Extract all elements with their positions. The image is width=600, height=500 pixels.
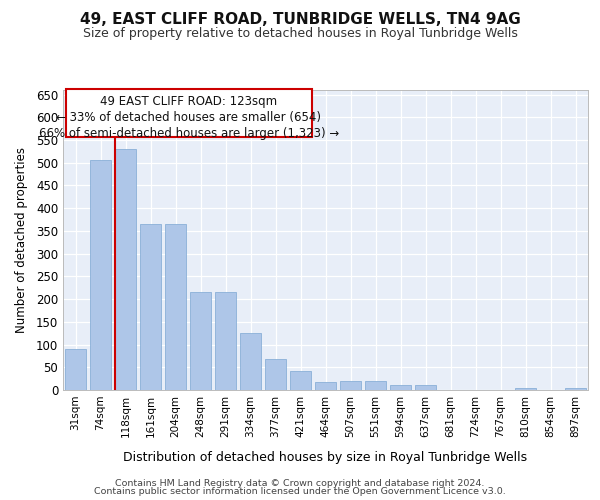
Bar [565, 388, 586, 390]
Y-axis label: Number of detached properties: Number of detached properties [14, 147, 28, 333]
Bar [65, 349, 86, 390]
Bar [215, 292, 236, 390]
Bar [240, 333, 261, 390]
Bar [340, 381, 361, 390]
Bar [515, 388, 536, 390]
Text: Size of property relative to detached houses in Royal Tunbridge Wells: Size of property relative to detached ho… [83, 28, 517, 40]
Text: 66% of semi-detached houses are larger (1,323) →: 66% of semi-detached houses are larger (… [39, 128, 339, 140]
Text: 49, EAST CLIFF ROAD, TUNBRIDGE WELLS, TN4 9AG: 49, EAST CLIFF ROAD, TUNBRIDGE WELLS, TN… [80, 12, 520, 28]
Text: Contains HM Land Registry data © Crown copyright and database right 2024.: Contains HM Land Registry data © Crown c… [115, 478, 485, 488]
Bar [115, 149, 136, 390]
Bar [315, 382, 336, 390]
Bar [90, 160, 111, 390]
Bar [290, 371, 311, 390]
Bar [140, 224, 161, 390]
Text: 49 EAST CLIFF ROAD: 123sqm: 49 EAST CLIFF ROAD: 123sqm [100, 94, 278, 108]
Bar [390, 385, 411, 390]
Bar [415, 386, 436, 390]
Bar [190, 292, 211, 390]
Text: Contains public sector information licensed under the Open Government Licence v3: Contains public sector information licen… [94, 487, 506, 496]
Text: ← 33% of detached houses are smaller (654): ← 33% of detached houses are smaller (65… [56, 111, 322, 124]
X-axis label: Distribution of detached houses by size in Royal Tunbridge Wells: Distribution of detached houses by size … [124, 451, 527, 464]
Bar [265, 359, 286, 390]
Bar [165, 224, 186, 390]
Bar [365, 381, 386, 390]
